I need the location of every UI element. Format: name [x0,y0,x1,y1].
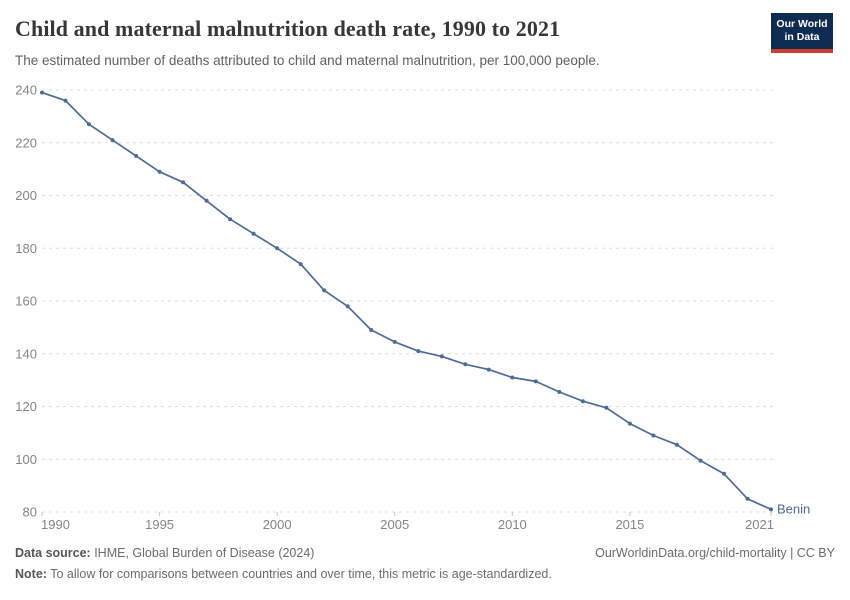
chart-footer: Data source: IHME, Global Burden of Dise… [15,546,835,582]
data-point-marker[interactable] [110,138,115,143]
owid-logo-line1: Our World [776,18,828,30]
data-point-marker[interactable] [63,98,68,103]
y-axis-labels: 80 100 120 140 160 180 200 220 240 [15,83,37,520]
data-point-marker[interactable] [698,458,703,463]
data-source-line: Data source: IHME, Global Burden of Dise… [15,546,314,561]
y-tick-label: 80 [23,505,37,520]
x-tick-label: 2010 [498,517,527,532]
y-tick-label: 200 [15,188,37,203]
y-tick-label: 140 [15,346,37,361]
chart-subtitle: The estimated number of deaths attribute… [15,53,600,68]
data-source-text: IHME, Global Burden of Disease (2024) [90,546,315,560]
x-tick-label: 2021 [745,517,774,532]
note-text: To allow for comparisons between countri… [46,567,552,581]
data-point-marker[interactable] [40,90,44,95]
data-point-marker[interactable] [745,496,750,501]
entity-label-benin[interactable]: Benin [777,501,810,516]
x-tick-label: 2005 [380,517,409,532]
data-point-marker[interactable] [157,169,162,174]
data-point-marker[interactable] [463,362,468,367]
data-point-marker[interactable] [533,379,538,384]
owid-logo[interactable]: Our World in Data [771,13,833,53]
x-tick-label: 2015 [615,517,644,532]
data-point-marker[interactable] [557,390,562,394]
y-tick-label: 160 [15,294,37,309]
data-point-marker[interactable] [251,231,256,236]
page-title: Child and maternal malnutrition death ra… [15,16,561,41]
data-point-marker[interactable] [416,349,421,354]
data-point-marker[interactable] [769,507,773,512]
data-point-marker[interactable] [369,328,374,332]
data-point-marker[interactable] [580,399,585,404]
y-tick-label: 120 [15,399,37,414]
data-point-marker[interactable] [298,262,303,267]
data-point-marker[interactable] [181,180,186,185]
owid-logo-line2: in Data [784,31,820,43]
y-tick-label: 220 [15,135,37,150]
y-tick-label: 240 [15,83,37,98]
owid-cc-link[interactable]: OurWorldinData.org/child-mortality | CC … [595,546,835,560]
data-point-marker[interactable] [722,471,726,476]
data-point-marker[interactable] [392,339,397,344]
data-point-marker[interactable] [627,421,632,426]
data-point-marker[interactable] [604,405,609,410]
data-point-marker[interactable] [651,433,656,438]
y-tick-label: 100 [15,452,37,467]
data-point-marker[interactable] [510,375,515,380]
x-axis: 1990 1995 2000 2005 2010 2015 2021 [41,512,774,532]
data-point-marker[interactable] [345,304,350,309]
y-gridlines [42,89,775,513]
x-tick-label: 2000 [263,517,292,532]
data-point-marker[interactable] [87,122,91,127]
series-line[interactable] [41,91,772,511]
series-benin[interactable] [40,90,773,512]
x-tick-label: 1995 [145,517,174,532]
x-tick-label: 1990 [41,517,70,532]
data-point-marker[interactable] [134,153,139,158]
data-point-marker[interactable] [204,198,209,203]
data-point-marker[interactable] [486,367,491,372]
note-label: Note: [15,567,47,581]
data-point-marker[interactable] [322,288,327,293]
owid-logo-red-bar [771,49,833,53]
owid-logo-text: Our World in Data [771,13,833,49]
data-source-label: Data source: [15,546,91,560]
data-point-marker[interactable] [228,217,233,222]
note-line: Note: To allow for comparisons between c… [15,567,835,582]
data-point-marker[interactable] [439,354,444,359]
footer-source-row: Data source: IHME, Global Burden of Dise… [15,546,835,561]
y-tick-label: 180 [15,241,37,256]
data-point-marker[interactable] [275,246,280,251]
data-point-marker[interactable] [674,442,679,447]
